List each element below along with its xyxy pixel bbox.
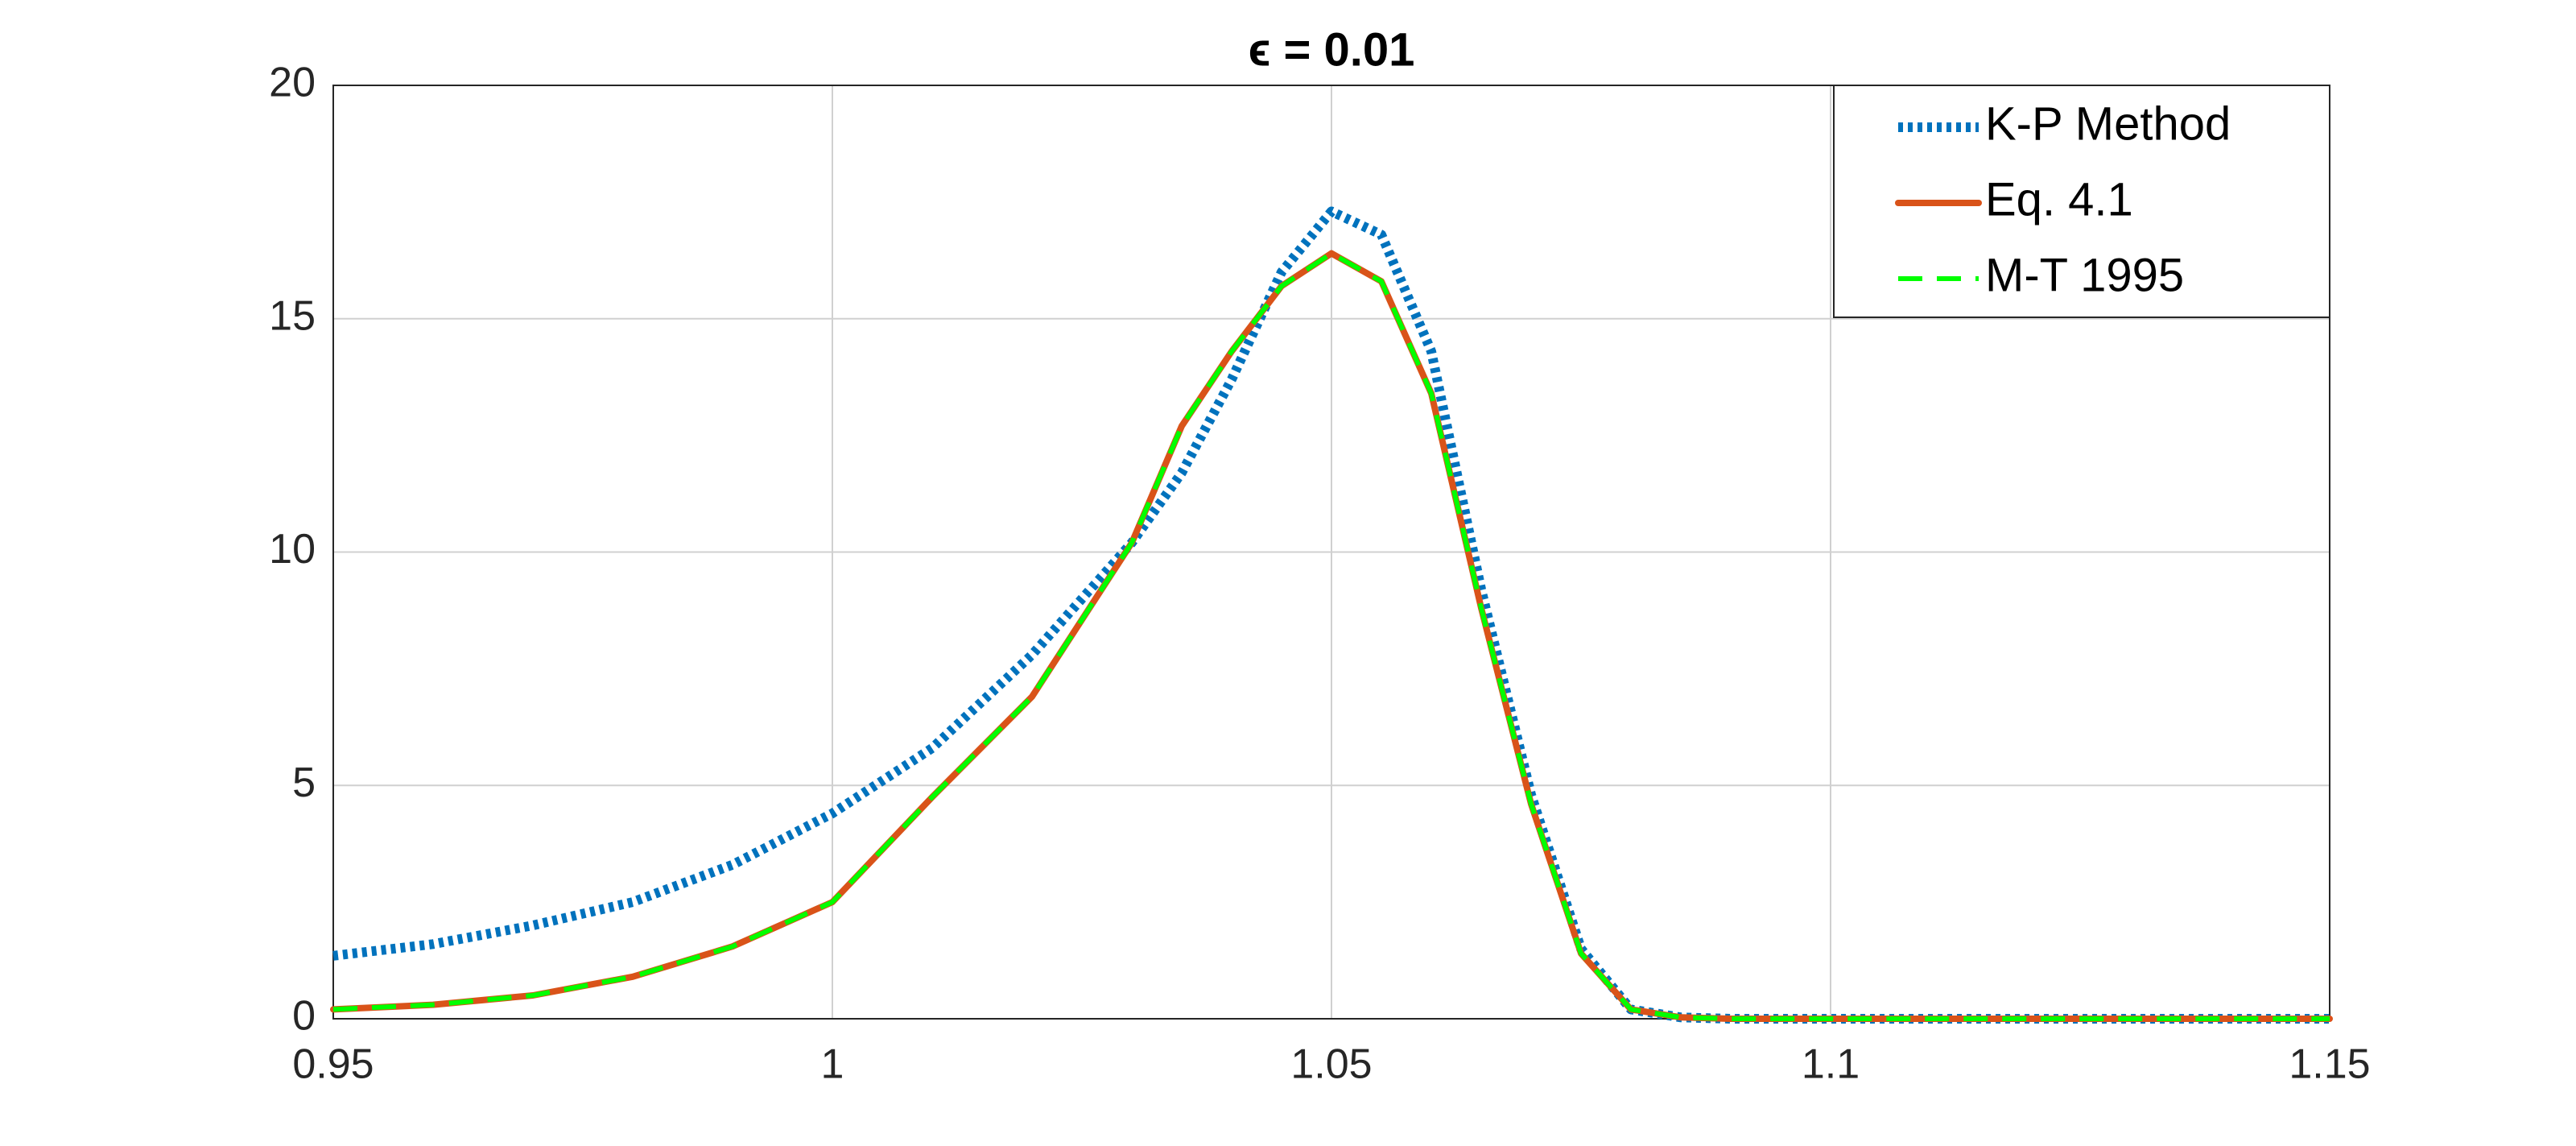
legend-label: K-P Method — [1985, 97, 2231, 150]
legend-label: Eq. 4.1 — [1985, 173, 2133, 225]
x-tick-label: 1 — [821, 1041, 844, 1088]
x-tick-label: 1.05 — [1290, 1041, 1372, 1088]
x-tick-label: 0.95 — [292, 1041, 374, 1088]
y-tick-label: 5 — [292, 759, 316, 806]
y-tick-label: 10 — [269, 526, 316, 573]
x-tick-label: 1.15 — [2289, 1041, 2370, 1088]
chart-title: ϵ = 0.01 — [1249, 23, 1415, 76]
x-tick-label: 1.1 — [1802, 1041, 1860, 1088]
legend-label: M-T 1995 — [1985, 249, 2184, 301]
y-tick-label: 20 — [269, 60, 316, 106]
axes-frame — [332, 85, 2330, 1020]
y-tick-label: 15 — [269, 292, 316, 339]
series-line — [332, 206, 2330, 1024]
series-line — [332, 250, 2330, 1021]
y-tick-label: 0 — [292, 993, 316, 1040]
